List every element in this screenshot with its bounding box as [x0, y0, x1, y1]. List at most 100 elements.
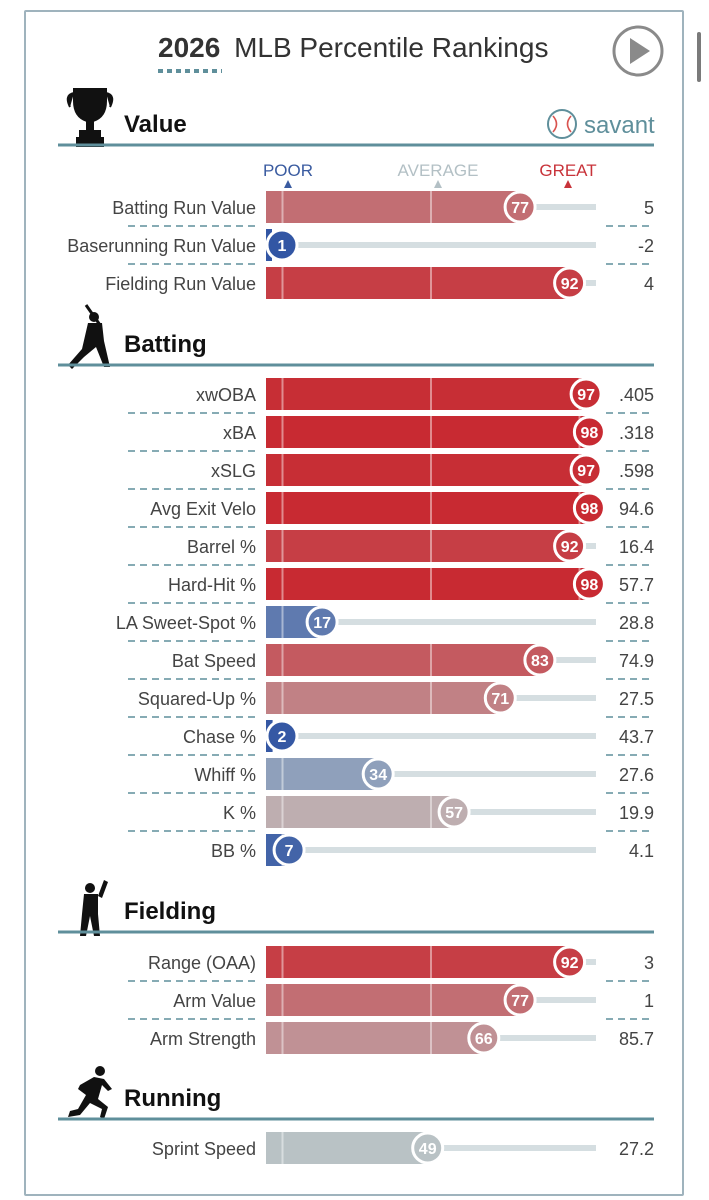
metric-row: Bat Speed 83 74.9	[128, 643, 654, 680]
percentile-label: 98	[581, 501, 599, 518]
metric-bar	[266, 191, 521, 223]
metric-track	[266, 847, 596, 853]
title-text: MLB Percentile Rankings	[234, 32, 548, 63]
percentile-label: 17	[313, 615, 331, 632]
play-button[interactable]	[612, 25, 664, 77]
metric-label: Bat Speed	[172, 651, 256, 671]
metric-label: LA Sweet-Spot %	[116, 613, 256, 633]
brand-name: savant	[584, 112, 655, 139]
metric-row: Chase % 2 43.7	[128, 719, 654, 756]
metric-bar	[266, 492, 590, 524]
percentile-label: 97	[577, 463, 595, 480]
section-heading: Value	[124, 111, 187, 138]
percentile-bubble	[467, 1021, 501, 1055]
percentile-bubble	[503, 190, 537, 224]
runner-icon	[68, 1077, 112, 1119]
baseball-icon	[547, 109, 577, 139]
metric-track	[266, 771, 596, 777]
percentile-bubble	[305, 605, 339, 639]
section-heading: Running	[124, 1085, 221, 1112]
metric-value: 4	[644, 274, 654, 294]
scale-poor-arrow	[284, 180, 292, 188]
metric-bar	[266, 682, 501, 714]
title-year: 2026	[158, 32, 220, 63]
metric-value: 74.9	[619, 651, 654, 671]
metric-track	[266, 242, 596, 248]
scale-legend: POOR AVERAGE GREAT	[263, 161, 597, 188]
metric-track	[266, 733, 596, 739]
metric-label: xSLG	[211, 461, 256, 481]
metric-label: xwOBA	[196, 385, 256, 405]
metric-value: 85.7	[619, 1029, 654, 1049]
baseball-stitch-right	[566, 115, 572, 133]
runner-head	[95, 1066, 105, 1076]
percentile-label: 83	[531, 653, 549, 670]
percentile-label: 98	[581, 577, 599, 594]
percentile-label: 66	[475, 1031, 493, 1048]
metric-row: Arm Strength 66 85.7	[150, 1021, 654, 1055]
metric-value: 43.7	[619, 727, 654, 747]
percentile-label: 97	[577, 387, 595, 404]
baseball-stitch-left	[552, 115, 558, 133]
percentile-bubble	[553, 945, 587, 979]
metric-bar	[266, 984, 521, 1016]
percentile-label: 57	[445, 805, 463, 822]
percentile-bubble	[572, 415, 606, 449]
metric-value: 57.7	[619, 575, 654, 595]
svg-text:2026 MLB Percentile Rank: 2026 MLB Percentile Rankings	[158, 32, 548, 63]
metric-value: 19.9	[619, 803, 654, 823]
metric-label: Hard-Hit %	[168, 575, 256, 595]
metric-bar	[266, 416, 590, 448]
percentile-bubble	[569, 453, 603, 487]
percentile-label: 7	[285, 843, 294, 860]
percentile-label: 92	[561, 539, 579, 556]
scrollbar-thumb[interactable]	[697, 32, 701, 82]
metric-row: BB % 7 4.1	[211, 833, 654, 867]
percentile-bubble	[553, 266, 587, 300]
metric-row: LA Sweet-Spot % 17 28.8	[116, 605, 654, 642]
metric-bar	[266, 1132, 428, 1164]
metric-bar	[266, 644, 540, 676]
metric-value: .405	[619, 385, 654, 405]
percentile-label: 2	[278, 729, 287, 746]
scale-great-label: GREAT	[539, 161, 596, 180]
metric-value: 27.5	[619, 689, 654, 709]
metric-track	[266, 619, 596, 625]
percentile-label: 34	[369, 767, 387, 784]
section-fielding: Fielding Range (OAA) 92 3 Arm Value 77 1 Arm St…	[58, 880, 654, 1055]
metric-row: Hard-Hit % 98 57.7	[128, 567, 654, 604]
metric-value: -2	[638, 236, 654, 256]
percentile-label: 77	[511, 200, 529, 217]
metric-bar	[266, 267, 570, 299]
scale-poor-label: POOR	[263, 161, 313, 180]
section-batting: Batting xwOBA 97 .405 xBA 98 .318 xSLG 97 .598 Avg…	[58, 304, 654, 867]
metric-value: 4.1	[629, 841, 654, 861]
metric-label: Arm Value	[173, 991, 256, 1011]
metric-value: 27.6	[619, 765, 654, 785]
metric-label: BB %	[211, 841, 256, 861]
metric-label: Batting Run Value	[112, 198, 256, 218]
percentile-bubble	[483, 681, 517, 715]
trophy-base	[76, 137, 104, 147]
metric-row: Arm Value 77 1	[128, 983, 654, 1020]
percentile-label: 98	[581, 425, 599, 442]
percentile-label: 49	[419, 1141, 437, 1158]
percentile-label: 71	[491, 691, 509, 708]
play-icon[interactable]	[630, 38, 650, 64]
trophy-icon	[66, 88, 114, 138]
section-heading: Batting	[124, 331, 207, 358]
metric-row: Squared-Up % 71 27.5	[128, 681, 654, 718]
metric-value: .318	[619, 423, 654, 443]
percentile-bubble	[265, 228, 299, 262]
metric-row: Avg Exit Velo 98 94.6	[128, 491, 654, 528]
metric-row: xwOBA 97 .405	[128, 377, 654, 414]
metric-value: 28.8	[619, 613, 654, 633]
metric-row: Fielding Run Value 92 4	[105, 266, 654, 300]
metric-label: Whiff %	[194, 765, 256, 785]
metric-bar	[266, 454, 587, 486]
metric-label: K %	[223, 803, 256, 823]
sections: Value Batting Run Value 77 5 Baserunning Run…	[58, 88, 654, 1165]
metric-value: 94.6	[619, 499, 654, 519]
metric-label: Fielding Run Value	[105, 274, 256, 294]
